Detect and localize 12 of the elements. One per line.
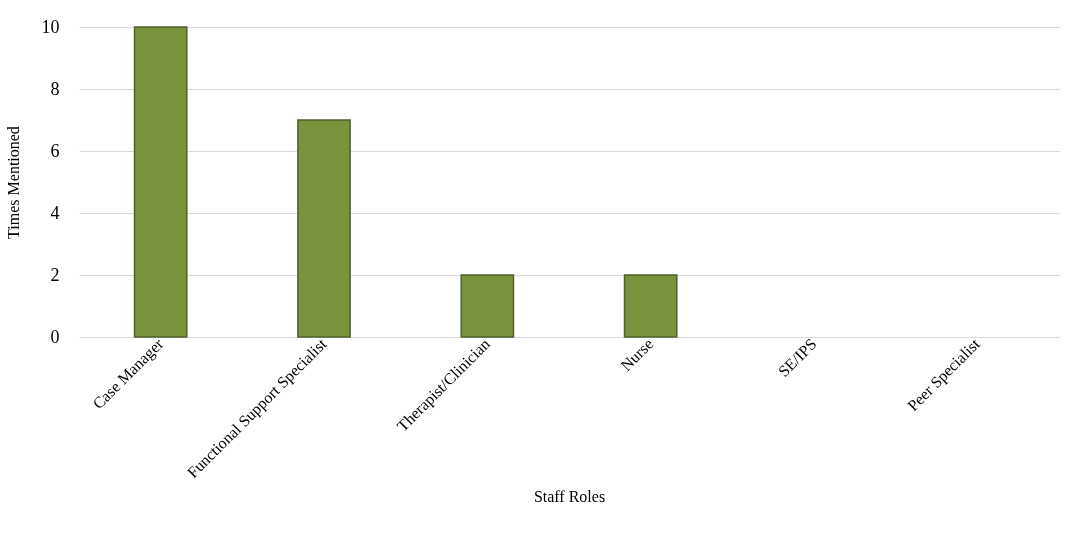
y-tick-label: 4 bbox=[50, 202, 60, 223]
y-tick-label: 8 bbox=[50, 78, 60, 99]
bar bbox=[460, 274, 515, 338]
y-tick-label: 10 bbox=[41, 16, 60, 37]
y-tick-label: 6 bbox=[50, 140, 60, 161]
bar bbox=[133, 26, 188, 338]
x-axis-title: Staff Roles bbox=[533, 488, 606, 506]
bar bbox=[297, 119, 351, 338]
y-tick-label: 2 bbox=[50, 264, 60, 285]
y-axis-title: Times Mentioned bbox=[4, 126, 22, 239]
y-tick-label: 0 bbox=[50, 326, 60, 347]
bar bbox=[623, 274, 678, 338]
